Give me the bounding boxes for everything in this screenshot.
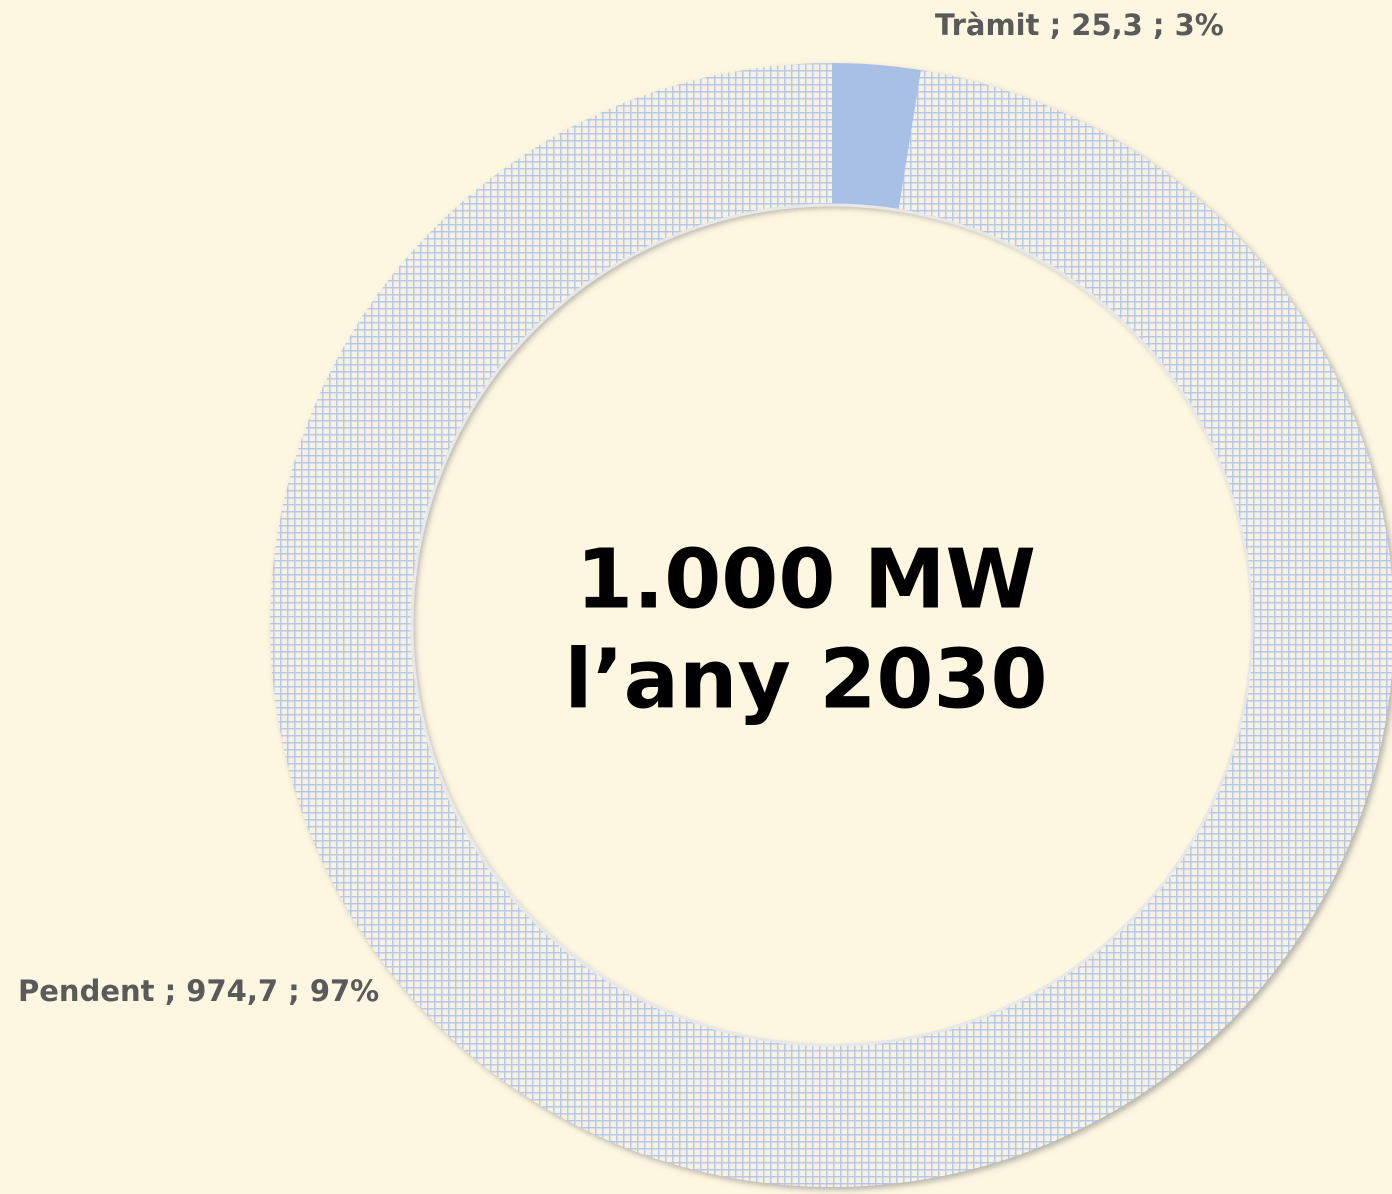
data-label: Tràmit ; 25,3 ; 3% — [935, 8, 1224, 42]
data-label: Pendent ; 974,7 ; 97% — [18, 974, 379, 1008]
center-text: l’any 2030 — [564, 632, 1047, 727]
donut — [270, 63, 1392, 1187]
inner-edge — [410, 203, 1254, 1047]
center-text: 1.000 MW — [576, 532, 1036, 627]
donut-segment — [832, 63, 921, 211]
